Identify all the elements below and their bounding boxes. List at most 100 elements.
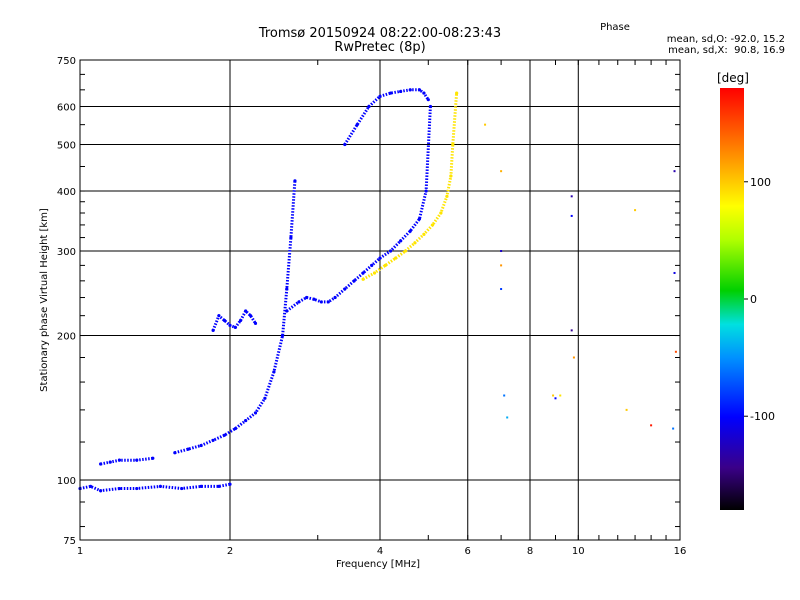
x-tick-label: 4 <box>377 546 383 557</box>
noise-point <box>673 170 676 173</box>
noise-point <box>484 123 487 126</box>
data-point-O <box>305 295 309 300</box>
data-point-O <box>422 91 426 95</box>
data-point-O <box>99 462 103 466</box>
data-point-O <box>343 142 347 147</box>
data-point-O <box>272 370 276 374</box>
phase-info-heading: Phase <box>600 22 630 33</box>
trace-O-mode <box>79 482 231 493</box>
data-point-X <box>372 271 377 275</box>
data-point-O <box>424 189 428 193</box>
data-point-O <box>355 123 359 127</box>
data-point-O <box>180 486 184 491</box>
x-tick-label: 8 <box>527 546 533 557</box>
noise-point <box>500 250 503 253</box>
data-point-O <box>378 256 382 260</box>
y-tick-label: 750 <box>57 56 76 67</box>
x-tick-label: 10 <box>572 546 585 557</box>
data-point-O <box>253 411 258 415</box>
data-point-X <box>451 142 455 147</box>
data-point-O <box>244 418 248 423</box>
trace-O-mode <box>285 106 432 313</box>
data-point-O <box>378 94 382 98</box>
y-tick-label: 500 <box>57 141 76 152</box>
data-point-O <box>388 249 393 253</box>
data-point-O <box>249 314 253 318</box>
data-point-O <box>361 271 365 275</box>
noise-point <box>570 214 573 217</box>
noise-point <box>503 394 506 397</box>
trace-O-mode <box>174 180 297 455</box>
data-point-X <box>403 249 408 253</box>
noise-point <box>674 350 677 353</box>
data-point-O <box>297 300 301 304</box>
noise-point <box>559 394 562 397</box>
x-axis-label: Frequency [MHz] <box>336 559 420 570</box>
data-point-X <box>413 241 417 245</box>
data-point-O <box>352 279 356 283</box>
data-point-X <box>394 256 398 260</box>
y-tick-label: 400 <box>57 187 76 198</box>
trace-O-mode <box>343 88 430 146</box>
noise-point <box>506 416 509 419</box>
data-point-O <box>199 443 203 448</box>
data-point-O <box>222 433 227 437</box>
data-point-O <box>333 295 337 300</box>
data-point-X <box>422 232 426 236</box>
data-point-X <box>430 223 435 227</box>
x-tick-label: 1 <box>77 546 83 557</box>
data-point-O <box>117 458 122 462</box>
data-point-X <box>455 91 459 95</box>
data-point-O <box>135 486 139 491</box>
colorbar-tick-label: -100 <box>750 410 775 423</box>
colorbar-label: [deg] <box>717 71 749 85</box>
noise-point <box>572 356 575 359</box>
data-point-X <box>439 211 443 215</box>
data-point-O <box>117 486 122 491</box>
data-point-X <box>445 194 449 198</box>
data-point-O <box>426 98 430 102</box>
data-point-O <box>319 300 323 304</box>
y-tick-label: 200 <box>57 332 76 343</box>
x-tick-label: 2 <box>227 546 233 557</box>
data-point-O <box>211 328 215 332</box>
data-point-O <box>399 239 403 243</box>
noise-point <box>554 397 557 400</box>
data-point-O <box>326 300 330 304</box>
y-tick-label: 100 <box>57 476 76 487</box>
noise-point <box>672 427 675 430</box>
data-point-O <box>233 426 237 431</box>
data-point-O <box>222 318 227 323</box>
data-point-O <box>399 89 403 94</box>
phase-info-x-mode: mean, sd,X: 90.8, 16.9 <box>668 45 785 56</box>
data-point-O <box>388 91 393 95</box>
data-point-O <box>228 323 232 327</box>
data-point-O <box>186 447 190 451</box>
data-point-O <box>158 484 163 488</box>
chart-title-line2: RwPretec (8p) <box>334 40 426 55</box>
colorbar-tick-label: 100 <box>750 176 771 189</box>
data-point-O <box>343 287 347 291</box>
data-point-O <box>285 309 289 313</box>
noise-point <box>634 209 637 212</box>
x-tick-label: 6 <box>465 546 471 557</box>
data-point-O <box>199 484 203 488</box>
colorbar <box>720 88 744 510</box>
noise-point <box>500 264 503 267</box>
data-point-O <box>280 333 285 338</box>
data-point-O <box>217 484 221 488</box>
data-point-O <box>238 318 243 323</box>
data-point-O <box>88 484 93 488</box>
data-point-O <box>253 321 258 325</box>
x-tick-label: 16 <box>674 546 687 557</box>
noise-point <box>570 195 573 198</box>
y-tick-label: 75 <box>63 536 76 547</box>
data-point-X <box>449 174 453 178</box>
noise-point <box>500 288 503 291</box>
data-point-O <box>217 314 221 318</box>
y-tick-label: 600 <box>57 103 76 114</box>
data-point-O <box>233 325 237 329</box>
colorbar-tick-label: 0 <box>750 293 757 306</box>
data-point-X <box>383 263 387 267</box>
